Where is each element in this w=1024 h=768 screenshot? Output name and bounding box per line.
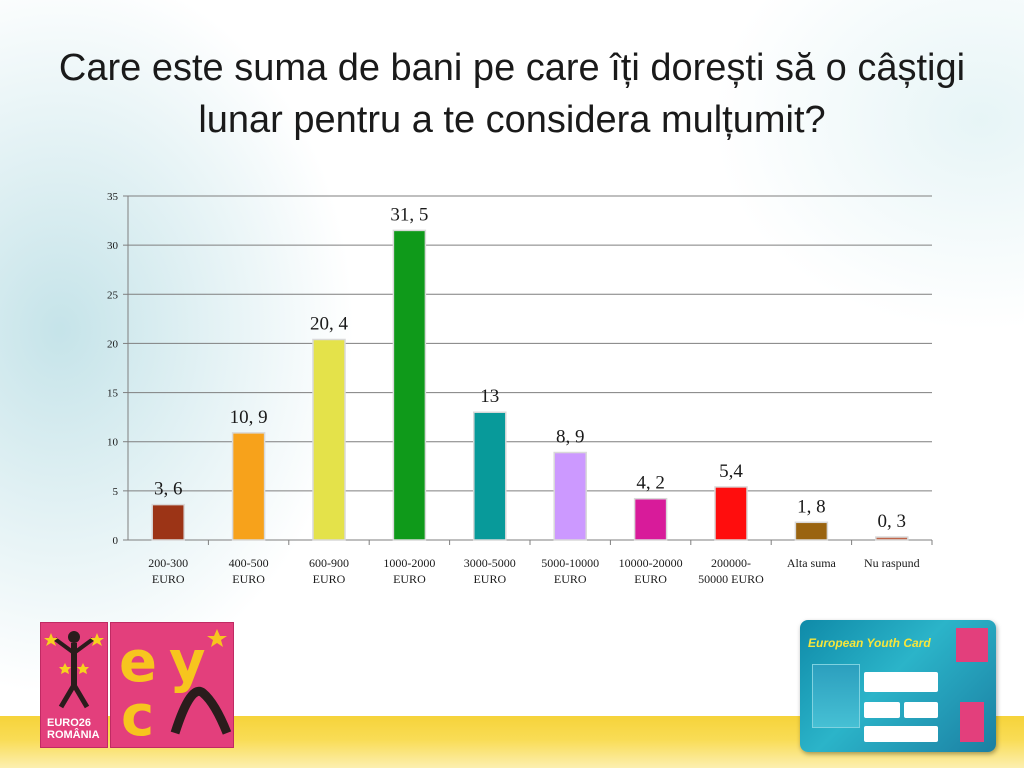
x-tick-label: 5000-10000 (541, 556, 599, 570)
y-tick-label: 0 (113, 535, 119, 547)
bar (392, 229, 427, 541)
data-label: 4, 2 (636, 473, 665, 494)
x-tick-label: EURO (313, 572, 346, 586)
data-label: 13 (480, 386, 499, 407)
card-eyca-logo-icon (956, 628, 988, 662)
y-tick-label: 20 (107, 338, 119, 350)
bar (231, 432, 266, 541)
x-tick-label: EURO (473, 572, 506, 586)
data-label: 8, 9 (556, 427, 585, 448)
x-tick-label: EURO (393, 572, 426, 586)
y-tick-label: 35 (107, 191, 119, 203)
card-title: European Youth Card (808, 636, 931, 650)
x-tick-label: EURO (634, 572, 667, 586)
euro26-figure-icon (44, 631, 104, 709)
x-tick-label: 600-900 (309, 556, 349, 570)
bar (714, 486, 748, 541)
card-field (864, 726, 938, 742)
x-tick-label: EURO (152, 572, 185, 586)
bar (151, 503, 185, 541)
euro26-logo-text: EURO26 ROMÂNIA (47, 717, 100, 741)
eyca-logo: e y c (110, 622, 234, 749)
x-tick-label: 200-300 (148, 556, 188, 570)
slide-title: Care este suma de bani pe care îți doreș… (58, 47, 966, 141)
card-field (864, 672, 938, 692)
y-tick-label: 15 (107, 388, 119, 400)
x-tick-label: 1000-2000 (383, 556, 435, 570)
y-tick-label: 25 (107, 289, 119, 301)
bar (312, 338, 346, 541)
data-label: 3, 6 (154, 479, 183, 500)
x-tick-label: 3000-5000 (464, 556, 516, 570)
bar-chart: 0 5 10 15 20 25 30 35 3, 6 200-300 EURO 10, 9 400-50… (107, 191, 933, 586)
y-tick-label: 30 (107, 240, 119, 252)
svg-text:c: c (121, 684, 154, 747)
x-tick-label: 10000-20000 (619, 556, 683, 570)
svg-text:y: y (169, 630, 206, 695)
data-label: 31, 5 (390, 204, 428, 225)
x-tick-label: 200000- (711, 556, 751, 570)
bar (633, 497, 668, 541)
svg-text:e: e (119, 630, 157, 695)
x-tick-label: 400-500 (229, 556, 269, 570)
eyca-letters-icon: e y c (119, 629, 232, 749)
y-tick-label: 10 (107, 437, 119, 449)
card-field (864, 702, 900, 718)
y-tick-label: 5 (113, 486, 119, 498)
card-photo-placeholder (812, 664, 860, 728)
data-label: 5,4 (719, 461, 743, 482)
x-tick-label: Nu raspund (864, 556, 920, 570)
euro26-logo: EURO26 ROMÂNIA (40, 622, 108, 748)
bar (473, 411, 507, 541)
bar (794, 521, 829, 541)
card-field (904, 702, 938, 718)
x-tick-label: EURO (232, 572, 265, 586)
card-figure-icon (960, 702, 984, 742)
x-tick-label: Alta suma (787, 556, 837, 570)
european-youth-card-image: European Youth Card (800, 620, 996, 752)
x-tick-label: EURO (554, 572, 587, 586)
data-label: 20, 4 (310, 313, 349, 334)
data-label: 0, 3 (878, 511, 907, 532)
data-label: 1, 8 (797, 496, 826, 517)
bar (553, 451, 587, 541)
bar (875, 536, 909, 541)
data-label: 10, 9 (230, 407, 268, 428)
x-tick-label: 50000 EURO (698, 572, 764, 586)
